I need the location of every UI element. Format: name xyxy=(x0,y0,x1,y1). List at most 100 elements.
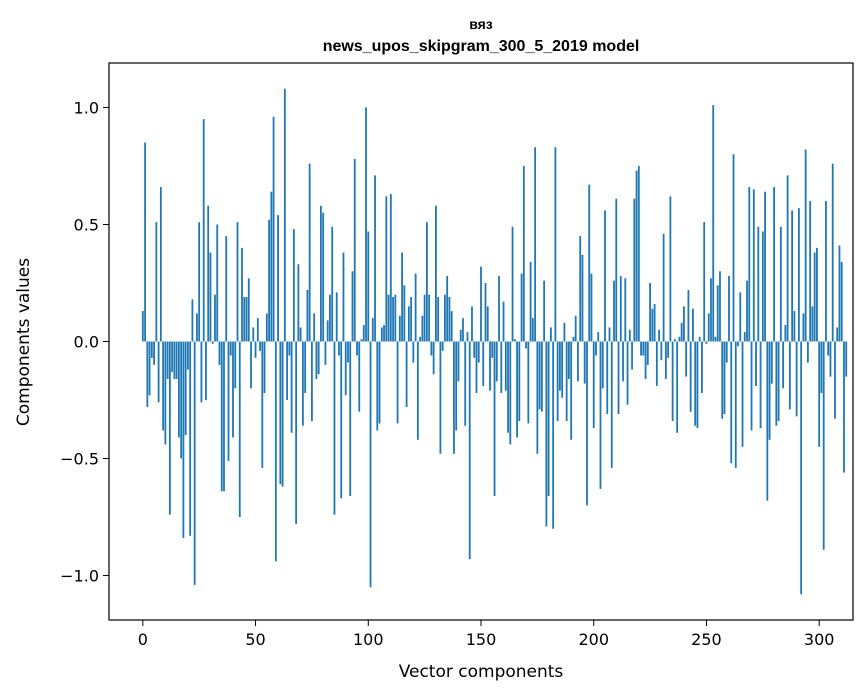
bar xyxy=(423,294,426,342)
bar xyxy=(610,341,613,468)
bar xyxy=(595,341,597,356)
bar xyxy=(175,341,178,379)
bar xyxy=(326,320,329,342)
bar xyxy=(218,341,221,365)
chart-title: вяз xyxy=(469,16,493,32)
bar xyxy=(486,306,489,342)
bar xyxy=(241,247,243,342)
bar xyxy=(658,329,661,342)
bar xyxy=(187,341,189,370)
bar xyxy=(685,341,688,377)
bar xyxy=(563,322,566,342)
bar xyxy=(407,306,410,342)
bar xyxy=(243,297,246,342)
bar xyxy=(281,341,284,487)
bar xyxy=(265,313,268,342)
bar xyxy=(453,341,455,454)
bar xyxy=(766,341,769,501)
bar xyxy=(347,341,349,363)
bar xyxy=(829,341,832,377)
bar xyxy=(274,341,277,562)
bar xyxy=(676,341,679,433)
bar xyxy=(637,165,640,342)
bar xyxy=(380,327,383,342)
bar xyxy=(635,170,638,342)
bar xyxy=(746,280,748,342)
bar xyxy=(583,341,586,384)
bar xyxy=(770,341,773,384)
bar xyxy=(540,341,543,412)
bar xyxy=(365,107,367,342)
x-tick-label: 0 xyxy=(138,630,148,649)
bar xyxy=(809,201,812,342)
bar xyxy=(351,271,354,342)
bar xyxy=(202,119,205,342)
y-tick-label: 1.0 xyxy=(74,98,99,117)
bar xyxy=(816,247,818,342)
bar xyxy=(748,187,751,342)
bar xyxy=(703,222,706,342)
bar xyxy=(177,341,180,438)
bar xyxy=(660,341,663,361)
y-tick-label: −1.0 xyxy=(60,567,99,586)
bar xyxy=(389,194,392,342)
bar xyxy=(653,304,656,342)
bar xyxy=(522,165,525,342)
bar xyxy=(182,341,185,539)
bar xyxy=(579,236,582,342)
bar xyxy=(306,290,309,342)
bar xyxy=(597,332,600,342)
bar xyxy=(646,341,649,365)
bar xyxy=(608,327,611,342)
bar xyxy=(739,292,742,342)
bar xyxy=(150,341,153,358)
bar xyxy=(795,341,798,417)
bar xyxy=(286,341,289,401)
bar xyxy=(741,341,744,447)
bar xyxy=(633,198,636,342)
bar xyxy=(689,341,692,412)
bar xyxy=(225,236,228,342)
bar xyxy=(730,341,733,464)
bar xyxy=(412,341,415,363)
bar xyxy=(725,341,728,363)
bar xyxy=(322,212,325,342)
bar xyxy=(385,196,388,342)
bar xyxy=(773,187,775,342)
bar xyxy=(831,163,834,342)
bar xyxy=(495,341,498,382)
bar xyxy=(784,325,787,342)
bar xyxy=(728,275,730,342)
bar xyxy=(459,329,462,342)
bar xyxy=(577,341,579,382)
bar xyxy=(159,187,162,342)
bar xyxy=(601,341,604,389)
bar xyxy=(507,341,509,433)
bar xyxy=(513,339,516,342)
bar xyxy=(788,341,791,410)
bar xyxy=(692,308,694,342)
bar xyxy=(651,308,654,342)
bar xyxy=(189,341,192,536)
bar xyxy=(153,341,155,365)
y-tick-label: 0.0 xyxy=(74,333,99,352)
bar xyxy=(655,341,658,386)
bar xyxy=(392,297,394,342)
bar xyxy=(694,341,697,426)
bar xyxy=(432,341,435,375)
bar xyxy=(671,341,674,422)
bar xyxy=(317,341,320,375)
bar xyxy=(141,311,144,342)
bar xyxy=(554,147,557,342)
bar xyxy=(398,315,401,342)
bar xyxy=(448,297,451,342)
bar xyxy=(421,315,424,342)
bar xyxy=(349,341,352,496)
bar xyxy=(509,341,512,445)
bar xyxy=(200,341,203,403)
bar xyxy=(802,313,805,342)
bar xyxy=(173,341,176,379)
bar xyxy=(263,341,266,393)
bar xyxy=(664,341,667,379)
bar xyxy=(696,341,699,429)
